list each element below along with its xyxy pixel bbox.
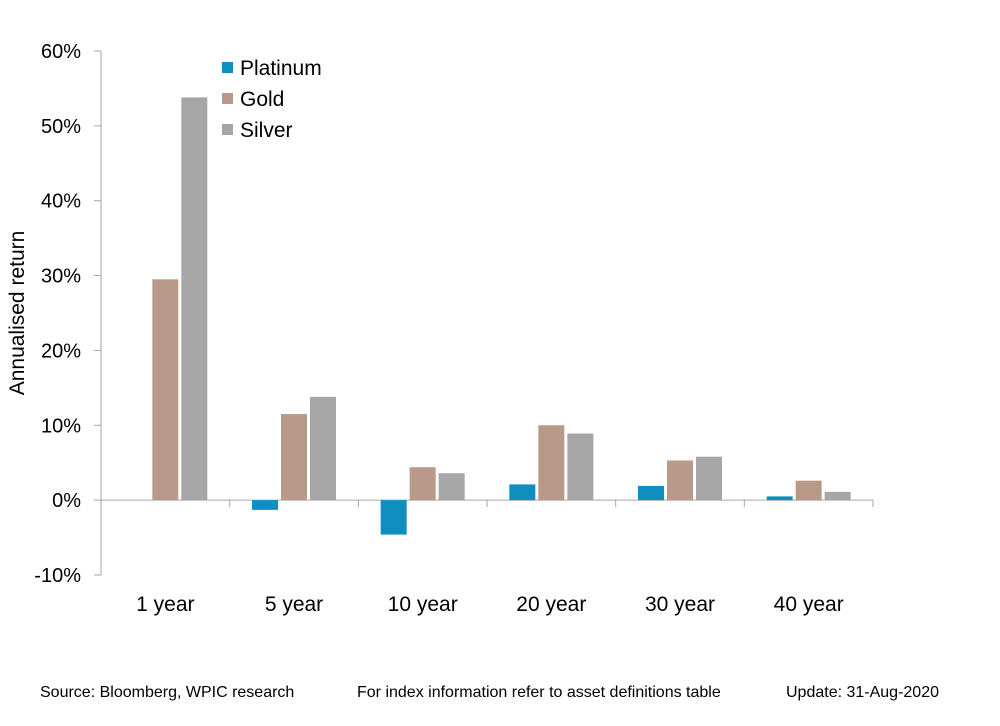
bar-silver-40-year xyxy=(824,491,851,501)
bar-platinum-40-year xyxy=(766,496,793,501)
y-tick-label: -10% xyxy=(34,565,81,587)
footer-update-date: Update: 31-Aug-2020 xyxy=(786,684,939,701)
y-tick-label: 30% xyxy=(41,266,81,288)
bars xyxy=(152,97,851,535)
x-category-label: 10 year xyxy=(388,593,458,616)
bar-gold-1-year xyxy=(152,279,179,501)
footer-source: Source: Bloomberg, WPIC research xyxy=(40,684,295,701)
legend-swatch-platinum xyxy=(222,62,233,73)
legend-swatch-silver xyxy=(222,124,233,135)
bar-platinum-10-year xyxy=(380,500,407,535)
x-axis: 1 year 5 year 10 year 20 year 30 year 40 year xyxy=(100,499,874,616)
x-category-label: 40 year xyxy=(774,593,844,616)
legend-swatch-gold xyxy=(222,93,233,104)
bar-silver-5-year xyxy=(310,396,336,501)
legend-label-platinum: Platinum xyxy=(240,57,322,80)
bar-silver-1-year xyxy=(181,97,208,501)
y-tick-label: 50% xyxy=(41,116,81,138)
y-tick-label: 60% xyxy=(41,41,81,63)
bar-gold-10-year xyxy=(409,467,436,501)
bar-gold-20-year xyxy=(538,425,565,501)
x-category-label: 1 year xyxy=(136,593,194,616)
legend-label-gold: Gold xyxy=(240,88,284,111)
bar-platinum-5-year xyxy=(252,500,278,510)
footer-index-note: For index information refer to asset def… xyxy=(357,684,721,701)
bar-gold-30-year xyxy=(667,460,693,501)
y-tick-label: 40% xyxy=(41,191,81,213)
bar-gold-40-year xyxy=(795,480,822,501)
y-axis-title: Annualised return xyxy=(6,231,29,396)
y-tick-label: 10% xyxy=(41,415,81,437)
y-axis: -10% 0% 10% 20% 30% 40% 50% 60% xyxy=(34,41,102,587)
y-tick-label: 0% xyxy=(52,490,81,512)
bar-silver-10-year xyxy=(438,473,465,501)
bar-silver-30-year xyxy=(696,456,722,501)
bar-gold-5-year xyxy=(281,414,307,501)
chart: -10% 0% 10% 20% 30% 40% 50% 60% 1 year 5 year 10 … xyxy=(6,41,874,616)
x-category-label: 30 year xyxy=(645,593,715,616)
legend-label-silver: Silver xyxy=(240,119,293,142)
x-category-label: 20 year xyxy=(516,593,586,616)
bar-silver-20-year xyxy=(567,433,594,501)
legend: Platinum Gold Silver xyxy=(222,57,322,142)
y-tick-label: 20% xyxy=(41,340,81,362)
x-category-label: 5 year xyxy=(265,593,323,616)
bar-platinum-30-year xyxy=(638,485,664,501)
bar-platinum-20-year xyxy=(509,484,536,501)
